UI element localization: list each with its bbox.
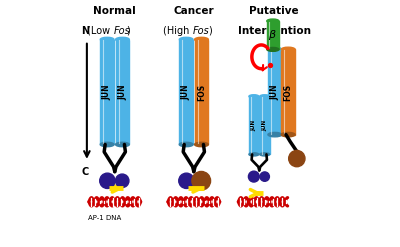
Bar xyxy=(179,40,193,144)
Circle shape xyxy=(260,172,270,181)
Text: FOS: FOS xyxy=(284,83,293,101)
Text: JUN: JUN xyxy=(103,84,112,100)
Text: (Low: (Low xyxy=(87,26,114,36)
Text: ): ) xyxy=(208,26,212,36)
Text: ): ) xyxy=(127,26,130,36)
Ellipse shape xyxy=(268,132,282,137)
Text: JUN: JUN xyxy=(251,120,256,131)
Ellipse shape xyxy=(179,142,193,147)
Circle shape xyxy=(116,174,129,187)
Ellipse shape xyxy=(116,142,129,147)
Bar xyxy=(267,21,279,49)
Text: JUN: JUN xyxy=(118,84,127,100)
Text: JUN: JUN xyxy=(270,84,279,100)
Bar xyxy=(194,40,208,144)
Text: AP-1 DNA: AP-1 DNA xyxy=(88,215,122,221)
Circle shape xyxy=(289,150,305,167)
Ellipse shape xyxy=(116,37,129,42)
Circle shape xyxy=(179,173,194,188)
Bar xyxy=(281,49,295,135)
Text: N: N xyxy=(81,26,90,36)
Text: Cancer: Cancer xyxy=(174,6,214,16)
Text: JUN: JUN xyxy=(182,84,191,100)
Ellipse shape xyxy=(267,47,279,51)
Text: FOS: FOS xyxy=(197,83,206,101)
Ellipse shape xyxy=(260,95,270,98)
Bar xyxy=(116,40,129,144)
Text: (High: (High xyxy=(163,26,192,36)
Ellipse shape xyxy=(268,47,282,52)
Circle shape xyxy=(248,171,259,182)
Bar xyxy=(249,96,259,154)
Ellipse shape xyxy=(179,37,193,42)
Ellipse shape xyxy=(249,153,259,156)
Text: Normal: Normal xyxy=(94,6,136,16)
Ellipse shape xyxy=(260,153,270,156)
Ellipse shape xyxy=(267,19,279,23)
Circle shape xyxy=(192,171,210,190)
Bar xyxy=(260,96,270,154)
Text: Fos: Fos xyxy=(192,26,209,36)
Bar xyxy=(268,49,282,135)
Ellipse shape xyxy=(100,37,114,42)
Ellipse shape xyxy=(281,132,295,137)
Ellipse shape xyxy=(281,47,295,52)
Ellipse shape xyxy=(194,142,208,147)
Ellipse shape xyxy=(194,37,208,42)
Circle shape xyxy=(100,173,115,188)
Text: Intervention: Intervention xyxy=(238,26,311,36)
Text: $\beta$: $\beta$ xyxy=(268,28,277,42)
Text: Fos: Fos xyxy=(114,26,130,36)
Bar xyxy=(100,40,114,144)
Text: Putative: Putative xyxy=(249,6,299,16)
Text: C: C xyxy=(82,167,89,177)
Text: JUN: JUN xyxy=(262,120,267,131)
Ellipse shape xyxy=(100,142,114,147)
Ellipse shape xyxy=(249,95,259,98)
